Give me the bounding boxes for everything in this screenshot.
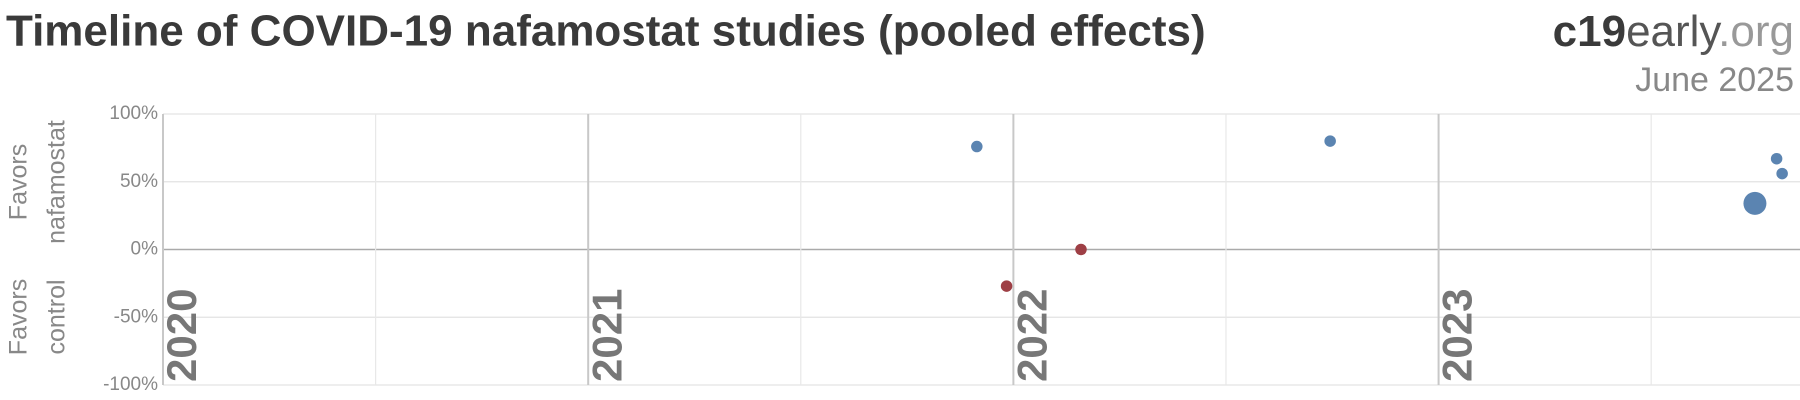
point — [1324, 135, 1336, 147]
y-tick-label: -50% — [114, 306, 158, 327]
point — [1770, 152, 1783, 165]
point — [971, 140, 983, 153]
y-tick-label: 50% — [120, 171, 158, 192]
point — [1743, 191, 1767, 215]
y-label: control — [43, 279, 71, 354]
chart-title: Timeline of COVID-19 nafamostat studies … — [6, 7, 1206, 56]
y-label: Favors — [5, 144, 33, 220]
point — [1776, 167, 1788, 180]
brand-part: early — [1626, 7, 1721, 56]
date: June 2025 — [1635, 61, 1794, 99]
y-label: Favors — [5, 279, 33, 355]
brand-part: .org — [1718, 7, 1794, 56]
brand-part: c19 — [1553, 7, 1626, 56]
point — [1075, 243, 1087, 256]
x-tick-label: 2020 — [158, 289, 205, 382]
y-tick-label: 100% — [109, 103, 158, 124]
y-tick-label: -100% — [103, 374, 158, 395]
brand: c19early.org — [1553, 7, 1794, 56]
y-tick-label: 0% — [131, 239, 159, 260]
y-label: nafamostat — [43, 120, 71, 244]
x-tick-label: 2022 — [1008, 289, 1055, 382]
x-tick-label: 2023 — [1434, 289, 1481, 382]
point — [1000, 280, 1013, 292]
x-tick-label: 2021 — [583, 289, 630, 382]
